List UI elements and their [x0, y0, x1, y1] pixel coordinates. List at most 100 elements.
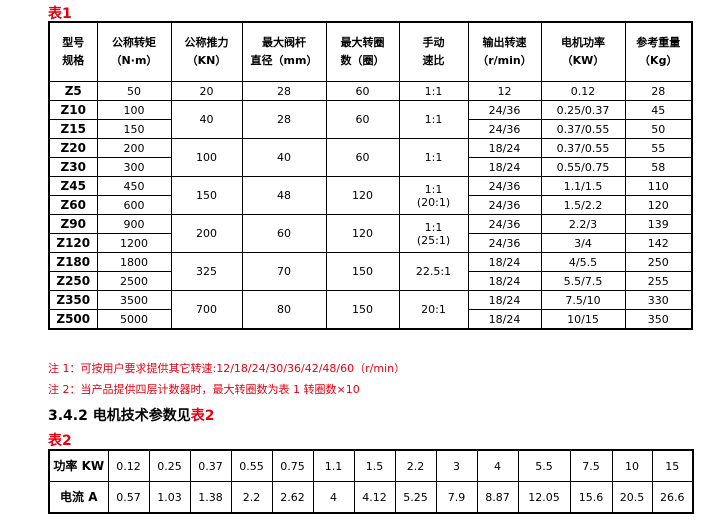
table-row: Z45 450 150 48 120 1:1 (20:1) 24/36 1.1/1.5 110 — [48, 176, 693, 215]
weight-cell: 28 — [624, 81, 693, 101]
ratio-cell: 1:1 — [398, 81, 469, 101]
column-header: 最大阀杆 直径（mm） — [241, 21, 327, 82]
ratio-cell: 1:1 — [398, 100, 469, 139]
thrust-cell: 40 — [170, 100, 243, 139]
value-cell: 12.05 — [517, 481, 571, 514]
torque-cell: 1200 — [96, 233, 172, 253]
speed-cell: 24/36 — [467, 195, 542, 215]
weight-cell: 250 — [624, 252, 693, 272]
turns-cell: 60 — [325, 138, 400, 177]
header-line: 参考重量 — [636, 36, 681, 49]
table-row: Z90 900 200 60 120 1:1 (25:1) 24/36 2.2/3 139 — [48, 214, 693, 253]
motor-parameter-table: 功率 KW 0.12 0.25 0.37 0.55 0.75 1.1 1.5 2.2 3 4 5.5 7… — [48, 449, 694, 514]
thrust-cell: 700 — [170, 290, 243, 330]
column-header: 型号 规格 — [48, 21, 98, 82]
ratio-line: (20:1) — [416, 195, 451, 209]
turns-cell: 60 — [325, 100, 400, 139]
speed-cell: 24/36 — [467, 233, 542, 253]
ratio-cell: 20:1 — [398, 290, 469, 330]
note-1: 注 1：可按用户要求提供其它转速:12/18/24/30/36/42/48/60… — [48, 362, 406, 375]
header-line: 型号 — [62, 36, 85, 49]
torque-cell: 2500 — [96, 271, 172, 291]
weight-cell: 110 — [624, 176, 693, 196]
table-row: 功率 KW 0.12 0.25 0.37 0.55 0.75 1.1 1.5 2.2 3 4 5.5 7… — [48, 449, 694, 482]
value-cell: 0.37 — [189, 449, 232, 482]
weight-cell: 55 — [624, 138, 693, 158]
column-header: 参考重量 （Kg） — [624, 21, 693, 82]
table-row: Z250 2500 18/24 5.5/7.5 255 — [48, 271, 693, 291]
header-line: 规格 — [62, 54, 85, 67]
ratio-line: 1:1 — [424, 113, 443, 126]
value-cell: 0.55 — [230, 449, 273, 482]
weight-cell: 45 — [624, 100, 693, 120]
stem-diameter-cell: 60 — [241, 214, 327, 253]
torque-cell: 100 — [96, 100, 172, 120]
table-row: Z10 100 40 28 60 1:1 24/36 0.25/0.37 45 — [48, 100, 693, 139]
row-label: 电流 A — [48, 481, 109, 514]
value-cell: 0.57 — [107, 481, 150, 514]
value-cell: 2.2 — [230, 481, 273, 514]
weight-cell: 139 — [624, 214, 693, 234]
power-cell: 0.37/0.55 — [540, 119, 626, 139]
table1-caption: 表1 — [48, 6, 72, 22]
torque-cell: 200 — [96, 138, 172, 158]
value-cell: 4 — [476, 449, 519, 482]
value-cell: 0.75 — [271, 449, 314, 482]
turns-cell: 60 — [325, 81, 400, 101]
speed-cell: 24/36 — [467, 119, 542, 139]
header-line: 最大转圈 — [340, 36, 385, 49]
valve-actuator-spec-table: 型号 规格 公称转矩 （N·m） 公称推力 （KN） 最大阀杆 直径（mm） 最大转圈 数（圈）手… — [48, 21, 693, 330]
value-cell: 4 — [312, 481, 355, 514]
turns-cell: 150 — [325, 252, 400, 291]
power-cell: 1.5/2.2 — [540, 195, 626, 215]
table-row: 电流 A 0.57 1.03 1.38 2.2 2.62 4 4.12 5.25 7.9 8.87 1… — [48, 481, 694, 514]
table-row: Z500 5000 18/24 10/15 350 — [48, 309, 693, 330]
power-cell: 3/4 — [540, 233, 626, 253]
power-cell: 0.25/0.37 — [540, 100, 626, 120]
table-row: Z5 50 20 28 60 1:1 12 0.12 28 — [48, 81, 693, 101]
value-cell: 5.5 — [517, 449, 571, 482]
speed-cell: 24/36 — [467, 176, 542, 196]
ratio-cell: 1:1 — [398, 138, 469, 177]
torque-cell: 50 — [96, 81, 172, 101]
speed-cell: 18/24 — [467, 271, 542, 291]
torque-cell: 3500 — [96, 290, 172, 310]
power-cell: 2.2/3 — [540, 214, 626, 234]
model-cell: Z250 — [48, 271, 98, 291]
header-line: 电机功率 — [561, 36, 605, 49]
thrust-cell: 20 — [170, 81, 243, 101]
ratio-cell: 1:1 (20:1) — [398, 176, 469, 215]
speed-cell: 18/24 — [467, 309, 542, 330]
turns-cell: 120 — [325, 176, 400, 215]
column-header: 电机功率 （KW） — [540, 21, 626, 82]
ratio-line: 20:1 — [421, 303, 446, 316]
model-cell: Z90 — [48, 214, 98, 234]
header-line: 直径（mm） — [250, 54, 318, 67]
header-line: 手动 — [422, 36, 445, 49]
stem-diameter-cell: 28 — [241, 100, 327, 139]
thrust-cell: 200 — [170, 214, 243, 253]
value-cell: 15 — [651, 449, 694, 482]
value-cell: 26.6 — [651, 481, 694, 514]
stem-diameter-cell: 70 — [241, 252, 327, 291]
value-cell: 4.12 — [353, 481, 396, 514]
thrust-cell: 100 — [170, 138, 243, 177]
ratio-line: 1:1 — [424, 220, 443, 234]
weight-cell: 350 — [624, 309, 693, 330]
value-cell: 1.03 — [148, 481, 191, 514]
table-row: Z180 1800 325 70 150 22.5:1 18/24 4/5.5 250 — [48, 252, 693, 291]
thrust-cell: 325 — [170, 252, 243, 291]
value-cell: 7.5 — [569, 449, 613, 482]
ratio-line: 1:1 — [424, 182, 443, 196]
speed-cell: 18/24 — [467, 290, 542, 310]
weight-cell: 120 — [624, 195, 693, 215]
ratio-line: 1:1 — [424, 84, 443, 98]
model-cell: Z500 — [48, 309, 98, 330]
header-line: （Kg） — [639, 54, 678, 67]
weight-cell: 330 — [624, 290, 693, 310]
section-heading: 3.4.2 电机技术参数见表2 — [48, 405, 214, 425]
model-cell: Z60 — [48, 195, 98, 215]
power-cell: 10/15 — [540, 309, 626, 330]
table-row: Z350 3500 700 80 150 20:1 18/24 7.5/10 330 — [48, 290, 693, 330]
header-line: （KN） — [186, 54, 227, 67]
